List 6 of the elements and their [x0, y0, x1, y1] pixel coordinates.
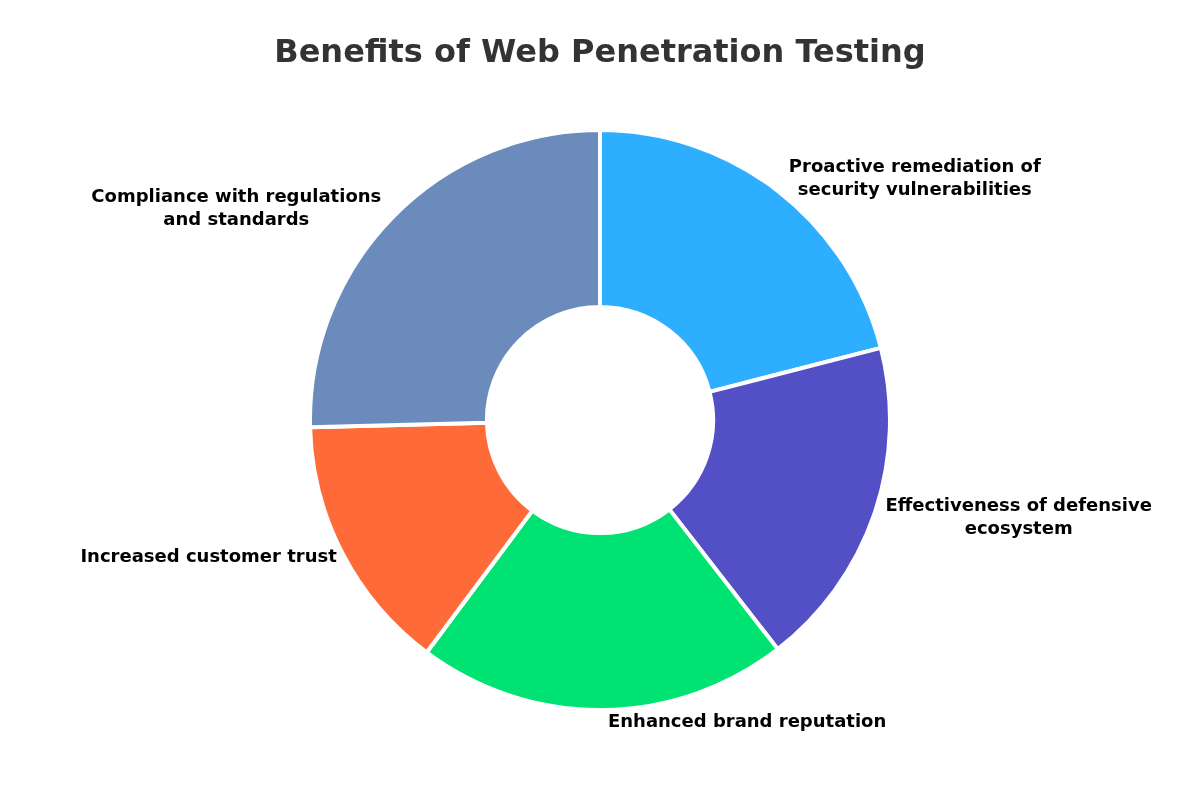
slice-label: Enhanced brand reputation	[607, 709, 887, 731]
slice-label: Compliance with regulations and standards	[91, 184, 382, 229]
slice-label: Effectiveness of defensive ecosystem	[885, 494, 1152, 539]
slice-label: Proactive remediation of security vulnerabilities	[788, 154, 1041, 200]
chart-title: Benefits of Web Penetration Testing	[274, 32, 926, 71]
slice-label: Increased customer trust	[80, 545, 338, 566]
